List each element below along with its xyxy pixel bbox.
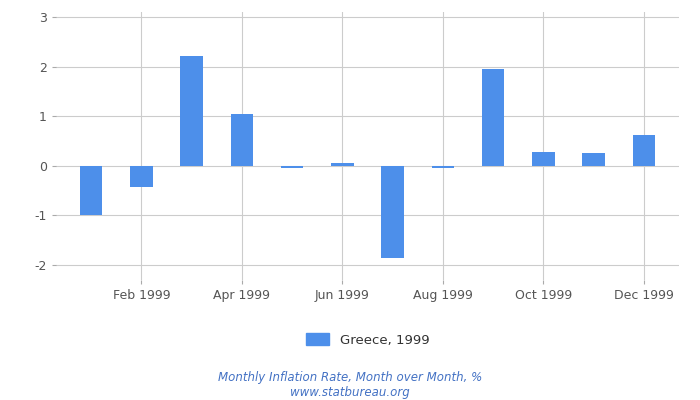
Bar	[532, 152, 554, 166]
Bar	[80, 166, 102, 216]
Bar	[230, 114, 253, 166]
Legend: Greece, 1999: Greece, 1999	[299, 327, 436, 354]
Text: Monthly Inflation Rate, Month over Month, %: Monthly Inflation Rate, Month over Month…	[218, 372, 482, 384]
Bar	[582, 154, 605, 166]
Bar	[130, 166, 153, 187]
Bar	[432, 166, 454, 168]
Text: www.statbureau.org: www.statbureau.org	[290, 386, 410, 399]
Bar	[482, 69, 505, 166]
Bar	[181, 56, 203, 166]
Bar	[331, 163, 354, 166]
Bar	[382, 166, 404, 258]
Bar	[281, 166, 303, 168]
Bar	[633, 134, 655, 166]
